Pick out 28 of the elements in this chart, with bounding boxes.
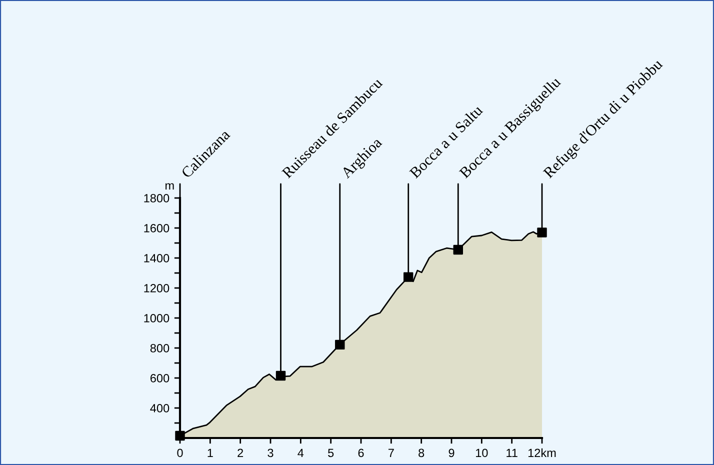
y-tick-label: 1600: [144, 224, 170, 232]
point: [276, 370, 286, 381]
x-tick-label: 3: [268, 448, 274, 458]
x-tick-label: 12km: [528, 448, 556, 457]
x-tick-label: 0: [177, 448, 183, 458]
point: [537, 228, 547, 238]
x-tick-label: 10: [476, 448, 488, 458]
y-tick-label: 1400: [144, 254, 170, 262]
x-tick-label: 5: [328, 448, 334, 458]
x-tick-label: 2: [238, 448, 244, 457]
x-tick-label: 8: [418, 448, 424, 458]
y-tick-label: 1000: [144, 314, 170, 322]
point: [175, 430, 185, 441]
y-axis-title: m: [166, 183, 174, 190]
point: [335, 340, 345, 350]
y-tick-label: 1800: [144, 194, 170, 202]
y-tick-label: 400: [150, 404, 170, 412]
x-tick-label: 7: [388, 448, 394, 457]
y-tick-label: 1200: [144, 284, 170, 292]
x-tick-label: 1: [208, 448, 213, 457]
x-tick-label: 11: [506, 448, 518, 457]
point: [404, 272, 414, 282]
x-tick-label: 4: [298, 448, 304, 457]
x-tick-label: 9: [448, 448, 454, 458]
point: [453, 244, 463, 255]
y-tick-label: 600: [150, 374, 170, 382]
x-tick-label: 6: [358, 448, 364, 458]
y-tick-label: 800: [150, 344, 170, 352]
